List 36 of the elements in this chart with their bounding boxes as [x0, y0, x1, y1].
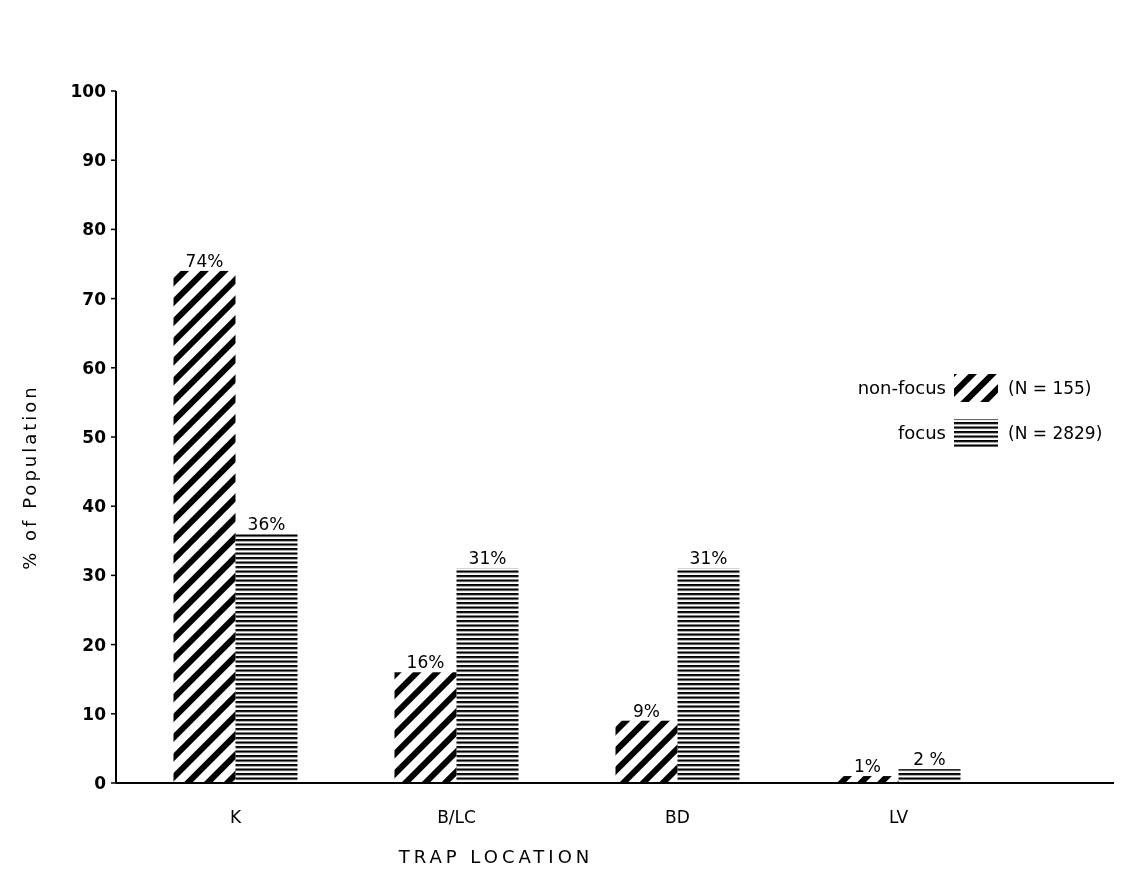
x-tick-label: BD	[665, 807, 690, 827]
bar	[173, 270, 236, 783]
data-label: 31%	[468, 548, 507, 569]
annotation: (N = 2829)	[1008, 422, 1103, 443]
x-tick-label: K	[229, 807, 242, 827]
data-label: 9%	[633, 700, 660, 721]
y-tick-label: 20	[82, 634, 107, 655]
annotation: (N = 155)	[1008, 377, 1092, 398]
y-tick-label: 0	[94, 772, 107, 793]
y-tick-label: 30	[82, 565, 107, 586]
data-label: 36%	[247, 513, 286, 534]
x-tick-label: LV	[888, 807, 909, 827]
bar	[456, 568, 519, 783]
data-label: 31%	[689, 548, 728, 569]
y-tick-label: 80	[82, 219, 107, 240]
x-axis-title: TRAP LOCATION	[397, 846, 594, 867]
bar	[615, 720, 678, 783]
bar	[898, 769, 961, 783]
bar	[235, 533, 298, 783]
y-tick-label: 90	[82, 150, 107, 171]
data-label: 2 %	[913, 749, 946, 770]
y-tick-label: 50	[82, 426, 107, 447]
y-tick-label: 100	[70, 80, 107, 101]
data-label: 1%	[854, 756, 881, 777]
x-tick-label: B/LC	[437, 807, 476, 827]
legend-label: non-focus	[857, 377, 946, 399]
y-tick-label: 70	[82, 288, 107, 309]
bar	[394, 672, 457, 783]
legend-label: focus	[897, 422, 946, 444]
y-tick-label: 40	[82, 496, 107, 517]
data-label: 16%	[406, 652, 445, 673]
data-label: 74%	[185, 250, 224, 271]
bar	[677, 568, 740, 783]
y-tick-label: 10	[82, 703, 107, 724]
y-axis-title: % of Population	[19, 384, 40, 570]
y-tick-label: 60	[82, 357, 107, 378]
